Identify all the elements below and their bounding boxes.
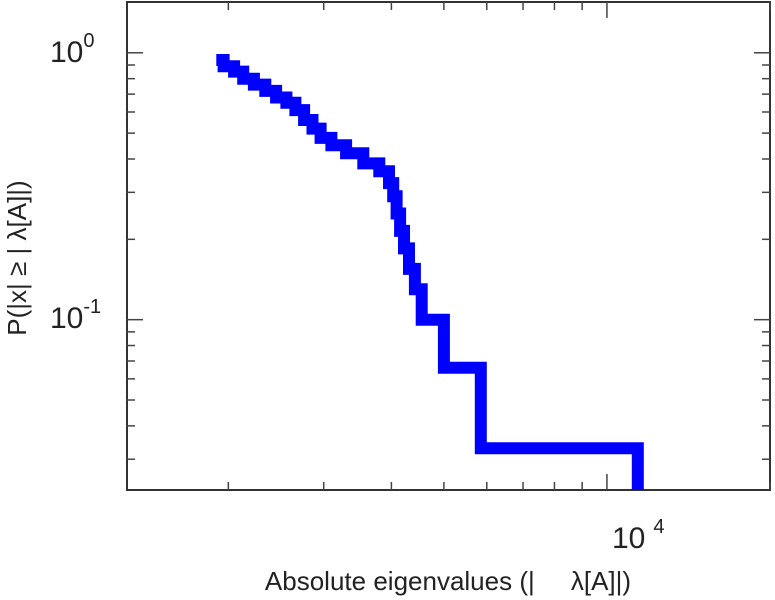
y-tick-label-0.1-exp: -1 bbox=[83, 296, 101, 318]
y-tick-label-1: 100 bbox=[50, 30, 95, 69]
y-axis-label: P(|x| ≥ | λ[A]|) bbox=[2, 180, 32, 335]
axis-ticks bbox=[127, 2, 771, 490]
x-tick-label-10000-base: 10 bbox=[612, 522, 645, 555]
data-series-line bbox=[216, 54, 644, 490]
y-tick-label-0.1: 10-1 bbox=[50, 296, 101, 335]
y-tick-label-1-base: 10 bbox=[50, 36, 83, 69]
x-tick-label-10000: 10 4 bbox=[612, 516, 665, 555]
x-axis-label: Absolute eigenvalues (| λ[A]|) bbox=[265, 566, 631, 596]
x-tick-label-10000-exp: 4 bbox=[653, 516, 664, 538]
plot-frame bbox=[126, 1, 771, 491]
y-tick-label-1-exp: 0 bbox=[83, 30, 94, 52]
y-tick-label-0.1-base: 10 bbox=[50, 302, 83, 335]
